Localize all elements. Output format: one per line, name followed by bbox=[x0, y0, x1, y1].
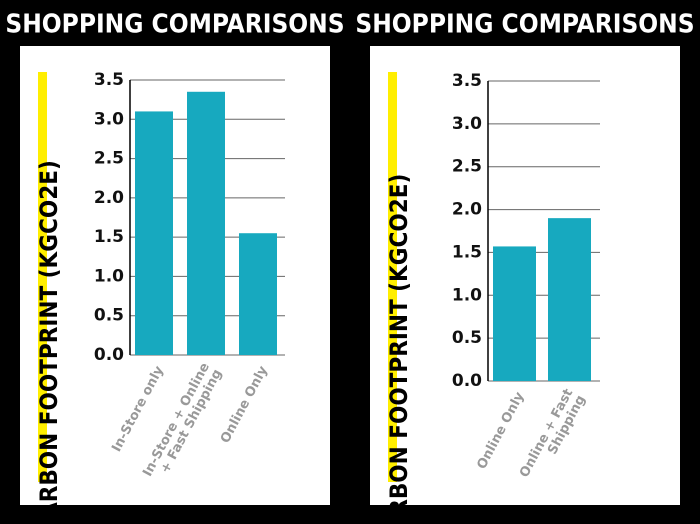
highlight bbox=[388, 72, 397, 482]
y-tick-label: 2.0 bbox=[94, 188, 124, 208]
y-tick-label: 3.5 bbox=[94, 70, 124, 90]
bar bbox=[187, 91, 225, 356]
y-axis-label: CARBON FOOTPRINT (KGCO2E) bbox=[385, 174, 413, 524]
y-tick-label: 1.5 bbox=[94, 227, 124, 247]
y-tick-label: 0.5 bbox=[94, 306, 124, 326]
panel bbox=[20, 46, 330, 505]
bar bbox=[239, 233, 277, 355]
y-axis-label: CARBON FOOTPRINT (KGCO2E) bbox=[35, 160, 63, 524]
y-tick-label: 0.0 bbox=[452, 371, 482, 391]
y-tick-label: 2.0 bbox=[452, 200, 482, 220]
y-tick-label: 3.5 bbox=[452, 71, 482, 91]
y-tick-label: 2.5 bbox=[452, 157, 482, 177]
y-tick-label: 3.0 bbox=[452, 114, 482, 134]
y-tick-label: 2.5 bbox=[94, 149, 124, 169]
bar bbox=[548, 218, 591, 381]
chart-title: SHOPPING COMPARISONS bbox=[5, 10, 344, 40]
highlight bbox=[38, 72, 47, 482]
y-tick-label: 1.0 bbox=[452, 285, 482, 305]
y-tick-label: 0.0 bbox=[94, 345, 124, 365]
y-tick-label: 3.0 bbox=[94, 109, 124, 129]
y-tick-label: 1.5 bbox=[452, 242, 482, 262]
bar bbox=[493, 246, 536, 381]
chart-title: SHOPPING COMPARISONS bbox=[355, 10, 694, 40]
y-tick-label: 1.0 bbox=[94, 266, 124, 286]
y-tick-label: 0.5 bbox=[452, 328, 482, 348]
bar bbox=[135, 111, 173, 355]
